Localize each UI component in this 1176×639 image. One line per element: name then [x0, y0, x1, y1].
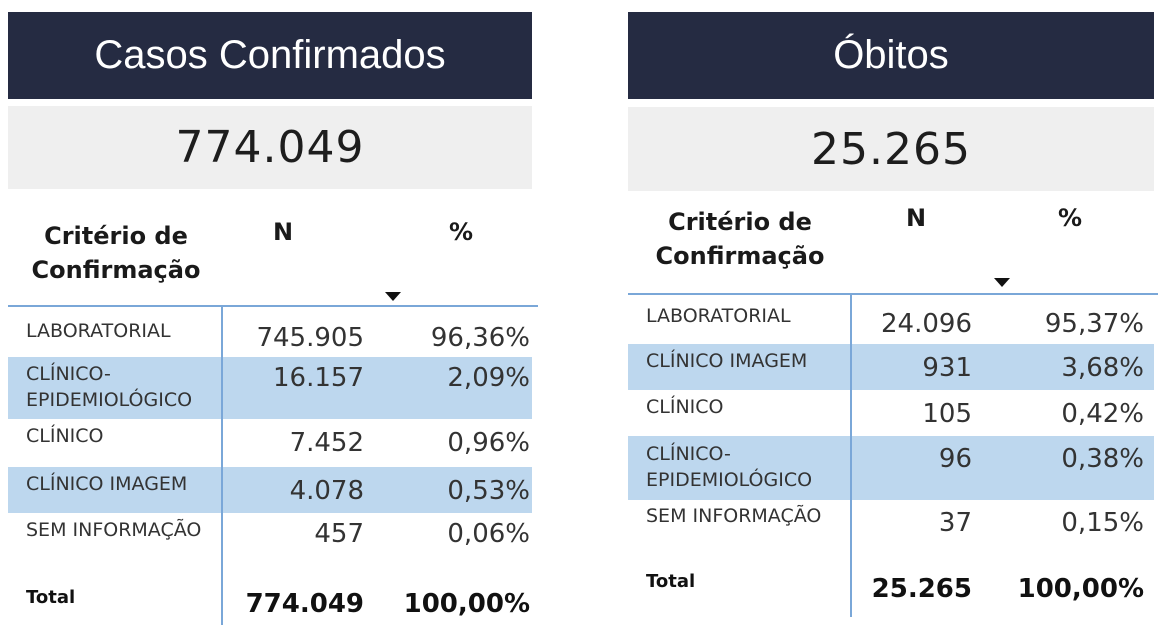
row-n: 931	[922, 353, 972, 383]
casos-table: Critério de Confirmação N % LABORATORIAL…	[8, 189, 538, 626]
row-pct: 2,09%	[447, 363, 530, 393]
column-divider	[850, 295, 852, 617]
table-row: SEM INFORMAÇÃO 457 0,06%	[8, 513, 532, 575]
row-label: CLÍNICO IMAGEM	[26, 473, 188, 495]
row-pct: 3,68%	[1061, 353, 1144, 383]
row-n: 96	[938, 444, 972, 474]
table-row: CLÍNICO 7.452 0,96%	[8, 419, 532, 467]
obitos-title: Óbitos	[628, 12, 1154, 99]
row-label: LABORATORIAL	[646, 305, 791, 327]
row-pct: 0,38%	[1061, 444, 1144, 474]
column-divider	[221, 307, 223, 625]
obitos-table: Critério de Confirmação N % LABORATORIAL…	[628, 191, 1158, 621]
total-pct: 100,00%	[1017, 574, 1144, 604]
header-n[interactable]: N	[273, 218, 294, 246]
header-divider	[8, 305, 538, 307]
total-label: Total	[26, 587, 76, 608]
row-n: 37	[938, 508, 972, 538]
obitos-kpi-value: 25.265	[628, 107, 1154, 191]
header-pct[interactable]: %	[1058, 204, 1083, 232]
row-pct: 95,37%	[1044, 309, 1144, 339]
table-row: CLÍNICO IMAGEM 931 3,68%	[628, 344, 1154, 390]
row-n: 16.157	[273, 363, 364, 393]
casos-title: Casos Confirmados	[8, 12, 532, 99]
row-pct: 96,36%	[430, 323, 530, 353]
row-n: 4.078	[289, 476, 364, 506]
casos-table-header: Critério de Confirmação N %	[8, 189, 538, 309]
table-row: CLÍNICO-EPIDEMIOLÓGICO 16.157 2,09%	[8, 357, 532, 419]
obitos-table-header: Critério de Confirmação N %	[628, 191, 1158, 297]
row-pct: 0,96%	[447, 428, 530, 458]
header-criterio[interactable]: Critério de Confirmação	[31, 222, 201, 284]
row-n: 105	[922, 399, 972, 429]
row-n: 745.905	[256, 323, 364, 353]
row-label: CLÍNICO-EPIDEMIOLÓGICO	[646, 443, 813, 491]
casos-kpi-value: 774.049	[8, 106, 532, 189]
row-label: CLÍNICO IMAGEM	[646, 350, 808, 372]
header-divider	[628, 293, 1158, 295]
total-n: 774.049	[245, 589, 364, 619]
row-n: 7.452	[289, 428, 364, 458]
obitos-panel: Óbitos 25.265 Critério de Confirmação N …	[628, 12, 1158, 621]
sort-desc-icon[interactable]	[385, 292, 401, 301]
table-row: CLÍNICO IMAGEM 4.078 0,53%	[8, 467, 532, 513]
table-total-row: Total 774.049 100,00%	[8, 575, 532, 623]
row-pct: 0,42%	[1061, 399, 1144, 429]
row-label: LABORATORIAL	[26, 320, 171, 342]
header-criterio[interactable]: Critério de Confirmação	[655, 208, 825, 270]
row-n: 457	[314, 519, 364, 549]
table-total-row: Total 25.265 100,00%	[628, 562, 1154, 614]
table-row: SEM INFORMAÇÃO 37 0,15%	[628, 500, 1154, 562]
row-label: SEM INFORMAÇÃO	[26, 519, 202, 541]
row-pct: 0,06%	[447, 519, 530, 549]
row-pct: 0,53%	[447, 476, 530, 506]
total-pct: 100,00%	[403, 589, 530, 619]
sort-desc-icon[interactable]	[994, 278, 1010, 287]
row-n: 24.096	[881, 309, 972, 339]
total-n: 25.265	[871, 574, 972, 604]
header-n[interactable]: N	[906, 204, 927, 232]
header-pct[interactable]: %	[449, 218, 474, 246]
row-pct: 0,15%	[1061, 508, 1144, 538]
table-row: CLÍNICO 105 0,42%	[628, 390, 1154, 436]
row-label: CLÍNICO	[26, 425, 104, 447]
casos-confirmados-panel: Casos Confirmados 774.049 Critério de Co…	[8, 12, 538, 626]
row-label: CLÍNICO	[646, 396, 724, 418]
row-label: CLÍNICO-EPIDEMIOLÓGICO	[26, 363, 193, 411]
table-row: LABORATORIAL 24.096 95,37%	[628, 297, 1154, 344]
table-row: LABORATORIAL 745.905 96,36%	[8, 312, 532, 357]
table-row: CLÍNICO-EPIDEMIOLÓGICO 96 0,38%	[628, 436, 1154, 500]
row-label: SEM INFORMAÇÃO	[646, 505, 822, 527]
total-label: Total	[646, 571, 696, 592]
